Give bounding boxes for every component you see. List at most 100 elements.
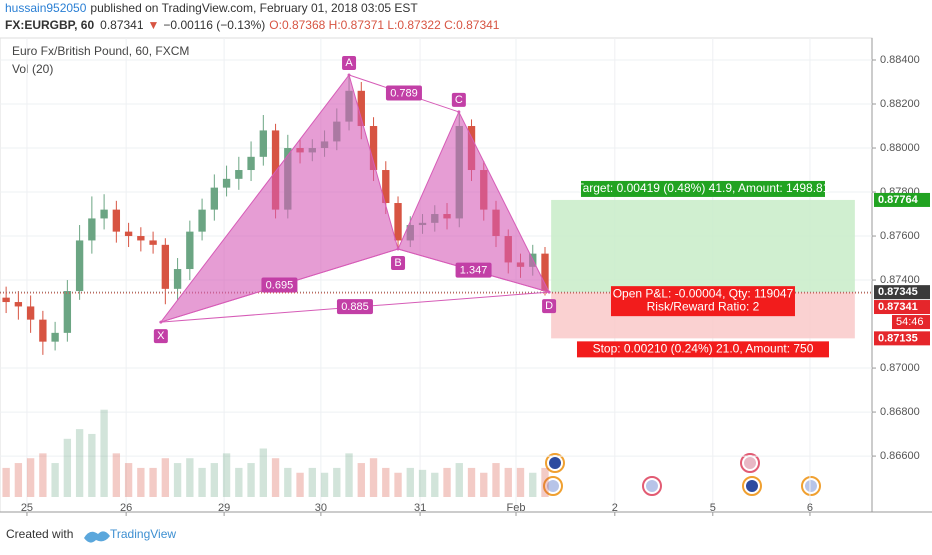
candle-body bbox=[39, 319, 47, 342]
countdown: 54:46 bbox=[896, 316, 924, 328]
pattern-point bbox=[457, 110, 461, 114]
volume-bar bbox=[394, 472, 402, 497]
candle-body bbox=[26, 306, 35, 320]
pattern-point bbox=[547, 290, 551, 294]
point-box bbox=[391, 256, 406, 271]
last: 0.87341 bbox=[100, 18, 144, 32]
y-tick-label: 0.88400 bbox=[880, 54, 920, 66]
author[interactable]: hussain952050 bbox=[5, 1, 87, 15]
pattern-point bbox=[159, 320, 163, 324]
volume-bar bbox=[529, 472, 537, 497]
volume-bar bbox=[186, 458, 194, 497]
volume-bar bbox=[210, 463, 218, 497]
volume-bar bbox=[492, 463, 500, 497]
volume-bar bbox=[382, 467, 390, 497]
volume-bar bbox=[541, 467, 549, 497]
pnl-box bbox=[610, 286, 795, 317]
y-tick-label: 0.87000 bbox=[880, 362, 920, 374]
volume-bar bbox=[480, 472, 488, 497]
x-tick-label: 2 bbox=[612, 502, 618, 514]
candle-body bbox=[137, 236, 145, 241]
volume-bar bbox=[235, 467, 243, 497]
countdown-tag bbox=[892, 315, 930, 330]
volume-bar bbox=[418, 469, 427, 497]
point-label: D bbox=[545, 300, 553, 312]
volume-bar bbox=[100, 409, 108, 497]
volume-bar bbox=[369, 458, 378, 497]
pattern-point bbox=[347, 73, 351, 77]
y-tick-label: 0.86800 bbox=[880, 406, 920, 418]
stop-tag-label: 0.87135 bbox=[878, 332, 918, 344]
stop-tag bbox=[874, 331, 930, 346]
volume-bar bbox=[26, 458, 35, 497]
y-tick-label: 0.88000 bbox=[880, 142, 920, 154]
volume-bar bbox=[431, 472, 439, 497]
volume-bar bbox=[345, 453, 353, 497]
candle-body bbox=[124, 231, 133, 237]
candle-body bbox=[247, 156, 255, 171]
candle-body bbox=[541, 253, 549, 292]
volume-bar bbox=[443, 467, 451, 497]
candle-body bbox=[186, 231, 194, 270]
point-label: C bbox=[455, 94, 463, 106]
ratio-box bbox=[385, 85, 422, 101]
footer-brand[interactable]: TradingView bbox=[110, 527, 176, 541]
x-tick-label: 30 bbox=[315, 502, 327, 514]
volume-bar bbox=[320, 472, 329, 497]
y-tick-label: 0.87400 bbox=[880, 274, 920, 286]
volume-bar bbox=[222, 453, 231, 497]
candle-body bbox=[198, 209, 206, 232]
event-icons bbox=[543, 453, 821, 496]
chart-title: Euro Fx/British Pound, 60, FXCM bbox=[12, 44, 189, 58]
y-tick-label: 0.88200 bbox=[880, 98, 920, 110]
candle-body bbox=[173, 269, 182, 289]
y-tick-label: 0.87600 bbox=[880, 230, 920, 242]
point-label: A bbox=[345, 57, 353, 69]
volume-bar bbox=[149, 467, 157, 497]
point-box bbox=[342, 55, 357, 70]
candle-body bbox=[2, 297, 10, 303]
point-label: B bbox=[394, 257, 401, 269]
y-tick-label: 0.86600 bbox=[880, 450, 920, 462]
x-tick-label: Feb bbox=[507, 502, 526, 514]
volume-bar bbox=[88, 433, 96, 497]
candle-body bbox=[14, 302, 23, 307]
point-box bbox=[542, 299, 557, 314]
footer-created: Created with bbox=[6, 527, 73, 541]
target-tag bbox=[874, 192, 930, 207]
logo bbox=[84, 531, 110, 543]
ratio-box bbox=[261, 277, 298, 293]
volume-bar bbox=[259, 448, 267, 497]
candle-body bbox=[88, 218, 96, 241]
candle-body bbox=[210, 187, 218, 210]
volume-bar bbox=[271, 458, 280, 497]
entry-tag bbox=[874, 285, 930, 300]
point-label: X bbox=[157, 330, 165, 342]
volume-bar bbox=[284, 467, 292, 497]
x-tick-label: 31 bbox=[414, 502, 426, 514]
ratio-box bbox=[336, 299, 373, 315]
volume-bar bbox=[63, 438, 72, 497]
volume-bar bbox=[51, 463, 59, 497]
volume-bar bbox=[2, 467, 10, 497]
stop-text: Stop: 0.00210 (0.24%) 21.0, Amount: 750 bbox=[593, 342, 814, 356]
volume-bar bbox=[161, 458, 170, 497]
ratio-label: 0.695 bbox=[266, 279, 294, 291]
volume-bar bbox=[357, 463, 365, 497]
rr-text: Risk/Reward Ratio: 2 bbox=[647, 299, 760, 313]
symbol: FX:EURGBP, 60 bbox=[5, 18, 94, 32]
volume-bar bbox=[75, 429, 84, 497]
volume-bar bbox=[406, 467, 414, 497]
volume-bar bbox=[124, 463, 133, 497]
candle-body bbox=[112, 209, 121, 232]
published: published on TradingView.com, February 0… bbox=[90, 1, 418, 15]
volume-bar bbox=[198, 467, 206, 497]
candle-body bbox=[63, 291, 72, 333]
volume-bar bbox=[112, 453, 121, 497]
target-tag-label: 0.87764 bbox=[878, 194, 919, 206]
point-box bbox=[153, 329, 168, 344]
entry-tag-label: 0.87345 bbox=[878, 286, 918, 298]
volume-bar bbox=[14, 463, 23, 497]
indicator-name: Vol (20) bbox=[12, 62, 53, 76]
